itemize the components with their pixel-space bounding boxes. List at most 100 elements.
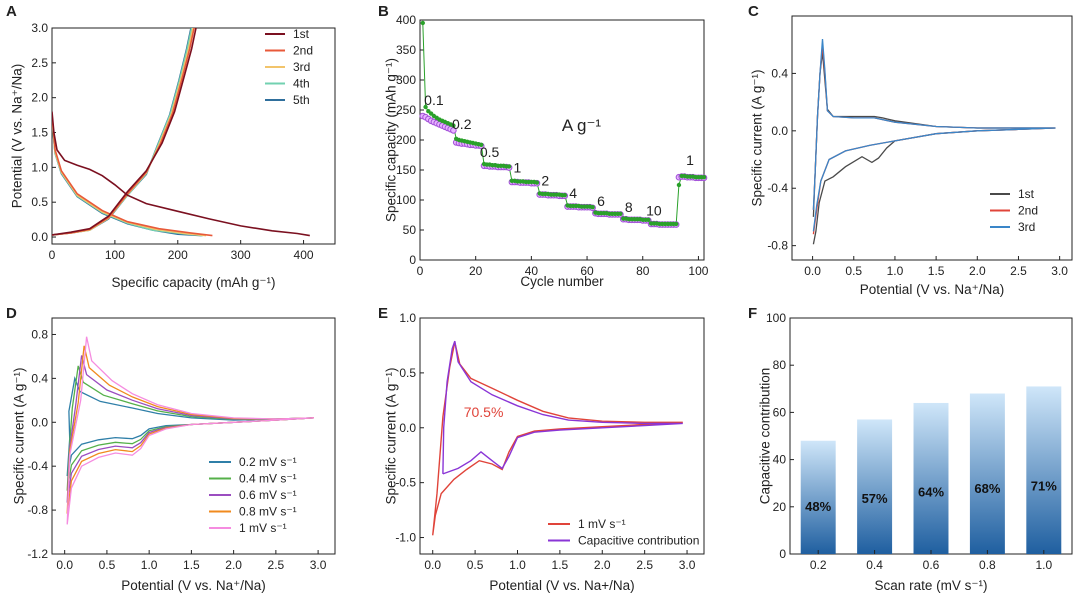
y-tick-label-F: 0 <box>779 547 786 561</box>
bar-0.4 <box>857 419 893 554</box>
cv-curve-Capacitive contribution <box>442 340 683 475</box>
x-axis-label-A: Specific capacity (mAh g⁻¹) <box>112 275 276 290</box>
x-tick-label-B: 0 <box>417 264 424 278</box>
y-axis-label-B: Specific capacity (mAh g⁻¹) <box>384 58 399 222</box>
x-tick-label-E: 0.0 <box>424 558 441 572</box>
rate-label: 0.5 <box>480 144 500 160</box>
y-tick-label-B: 50 <box>403 223 417 237</box>
cv-curve-1 mV s⁻¹ <box>66 336 314 525</box>
rate-label: 6 <box>597 193 605 209</box>
x-axis-label-F: Scan rate (mV s⁻¹) <box>875 578 988 593</box>
x-axis-label-C: Potential (V vs. Na⁺/Na) <box>860 282 1004 297</box>
discharge-curve-2nd <box>52 115 213 237</box>
legend-label-A: 5th <box>293 93 310 107</box>
bar-value-label: 64% <box>918 485 944 500</box>
panel-B: B Cycle number Specific capacity (mAh g⁻¹)… <box>378 3 709 289</box>
y-tick-label-F: 20 <box>773 500 787 514</box>
x-tick-label-A: 0 <box>49 248 56 262</box>
x-tick-label-B: 80 <box>636 264 650 278</box>
panel-E: E Potential (V vs. Na+/Na) Specific curren… <box>378 305 705 593</box>
y-tick-label-E: 1.0 <box>399 311 416 325</box>
x-tick-label-D: 0.0 <box>56 558 73 572</box>
x-tick-label-F: 1.0 <box>1035 558 1052 572</box>
charge-curve-4th <box>52 28 193 236</box>
y-axis-label-D: Specific current (A g⁻¹) <box>12 368 27 505</box>
discharge-point <box>506 164 512 169</box>
discharge-point <box>420 20 425 26</box>
bar-0.8 <box>969 393 1005 554</box>
rate-label: 0.1 <box>424 92 444 108</box>
discharge-point <box>618 211 623 216</box>
plot-frame-D <box>51 317 336 555</box>
x-tick-label-E: 1.5 <box>552 558 569 572</box>
bar-0.2 <box>800 440 836 554</box>
x-tick-label-C: 3.0 <box>1051 264 1068 278</box>
x-tick-label-E: 2.5 <box>636 558 653 572</box>
legend-label-E: 1 mV s⁻¹ <box>578 517 626 531</box>
capacitive-percentage-annotation: 70.5% <box>464 404 504 420</box>
y-tick-label-F: 40 <box>773 453 787 467</box>
discharge-point <box>646 217 651 222</box>
discharge-point <box>673 221 679 227</box>
discharge-curve-4th <box>52 118 203 237</box>
plot-frame-E <box>419 317 705 555</box>
x-tick-label-A: 400 <box>294 248 314 262</box>
y-tick-label-B: 250 <box>396 103 416 117</box>
x-tick-label-E: 3.0 <box>679 558 696 572</box>
y-tick-label-D: 0.0 <box>31 415 48 429</box>
discharge-point <box>701 175 707 180</box>
charge-curve-5th <box>52 28 192 236</box>
bar-value-label: 48% <box>805 499 831 514</box>
y-tick-label-A: 1.5 <box>31 126 48 140</box>
y-tick-label-A: 1.0 <box>31 160 48 174</box>
y-tick-label-D: 0.8 <box>31 327 48 341</box>
y-tick-label-A: 0.5 <box>31 195 48 209</box>
legend-label-D: 1 mV s⁻¹ <box>239 521 287 535</box>
bar-value-label: 71% <box>1031 478 1057 493</box>
y-tick-label-A: 0.0 <box>31 230 48 244</box>
y-tick-label-C: 0.4 <box>771 66 788 80</box>
y-tick-label-B: 400 <box>396 13 416 27</box>
x-axis-label-B: Cycle number <box>520 274 604 289</box>
y-tick-label-A: 2.0 <box>31 91 48 105</box>
plot-frame-C <box>791 15 1073 261</box>
y-axis-label-A: Potential (V vs. Na⁺/Na) <box>10 64 25 208</box>
legend-label-D: 0.4 mV s⁻¹ <box>239 472 297 486</box>
y-tick-label-E: -1.0 <box>395 531 416 545</box>
x-tick-label-C: 0.0 <box>804 264 821 278</box>
x-tick-label-B: 40 <box>525 264 539 278</box>
discharge-point <box>423 104 428 110</box>
y-tick-label-D: 0.4 <box>31 371 48 385</box>
discharge-point <box>676 182 682 188</box>
charge-curve-3rd <box>52 28 194 236</box>
charge-curve-2nd <box>52 28 195 236</box>
x-tick-label-C: 2.0 <box>969 264 986 278</box>
y-tick-label-B: 150 <box>396 163 416 177</box>
x-tick-label-F: 0.4 <box>866 558 883 572</box>
panel-letter-B: B <box>378 3 389 20</box>
x-tick-label-B: 60 <box>580 264 594 278</box>
y-tick-label-A: 2.5 <box>31 56 48 70</box>
panel-C: C Potential (V vs. Na⁺/Na) Specific curren… <box>748 3 1073 297</box>
y-tick-label-E: 0.0 <box>399 421 416 435</box>
discharge-point <box>479 142 484 147</box>
legend-label-A: 1st <box>293 27 310 41</box>
y-tick-label-B: 350 <box>396 43 416 57</box>
rate-label: 0.2 <box>452 116 472 132</box>
bar-value-label: 57% <box>862 491 888 506</box>
legend-label-D: 0.8 mV s⁻¹ <box>239 505 297 519</box>
y-axis-label-F: Capacitive contribution <box>758 368 773 505</box>
rate-label: 1 <box>686 152 694 168</box>
y-tick-label-F: 100 <box>766 311 786 325</box>
legend-label-E: Capacitive contribution <box>578 534 699 548</box>
legend-label-D: 0.2 mV s⁻¹ <box>239 455 297 469</box>
x-axis-label-E: Potential (V vs. Na+/Na) <box>489 578 634 593</box>
legend-label-C: 3rd <box>1018 220 1035 234</box>
panel-letter-E: E <box>378 305 388 322</box>
discharge-point <box>534 180 540 185</box>
x-tick-label-D: 1.5 <box>183 558 200 572</box>
rate-label: 8 <box>625 199 633 215</box>
panel-letter-F: F <box>748 305 757 322</box>
bar-value-label: 68% <box>974 481 1000 496</box>
